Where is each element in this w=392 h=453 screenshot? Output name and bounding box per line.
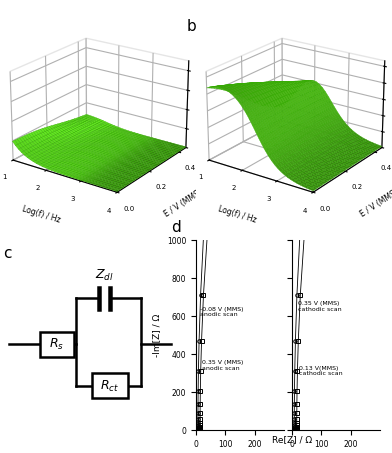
Text: -0.08 V (MMS)
anodic scan: -0.08 V (MMS) anodic scan — [200, 307, 244, 318]
Text: c: c — [4, 246, 12, 261]
X-axis label: Log(f) / Hz: Log(f) / Hz — [21, 204, 62, 225]
Text: $R_s$: $R_s$ — [49, 337, 64, 352]
Text: d: d — [171, 221, 181, 236]
X-axis label: Log(f) / Hz: Log(f) / Hz — [217, 204, 258, 225]
Text: 0.35 V (MMS)
cathodic scan: 0.35 V (MMS) cathodic scan — [298, 301, 341, 312]
Y-axis label: E / V (MMS): E / V (MMS) — [163, 187, 205, 219]
Text: $R_{ct}$: $R_{ct}$ — [100, 378, 120, 394]
Y-axis label: -Im[Z] / Ω: -Im[Z] / Ω — [152, 313, 162, 357]
Text: 0.35 V (MMS)
anodic scan: 0.35 V (MMS) anodic scan — [202, 360, 243, 371]
Bar — [40, 332, 74, 357]
Y-axis label: E / V (MMS): E / V (MMS) — [359, 187, 392, 219]
Text: $Z_{dl}$: $Z_{dl}$ — [95, 268, 114, 283]
Text: 0.13 V(MMS)
cathodic scan: 0.13 V(MMS) cathodic scan — [299, 366, 343, 376]
Text: b: b — [186, 19, 196, 34]
Bar — [92, 373, 128, 399]
Text: Re[Z] / Ω: Re[Z] / Ω — [272, 435, 312, 443]
